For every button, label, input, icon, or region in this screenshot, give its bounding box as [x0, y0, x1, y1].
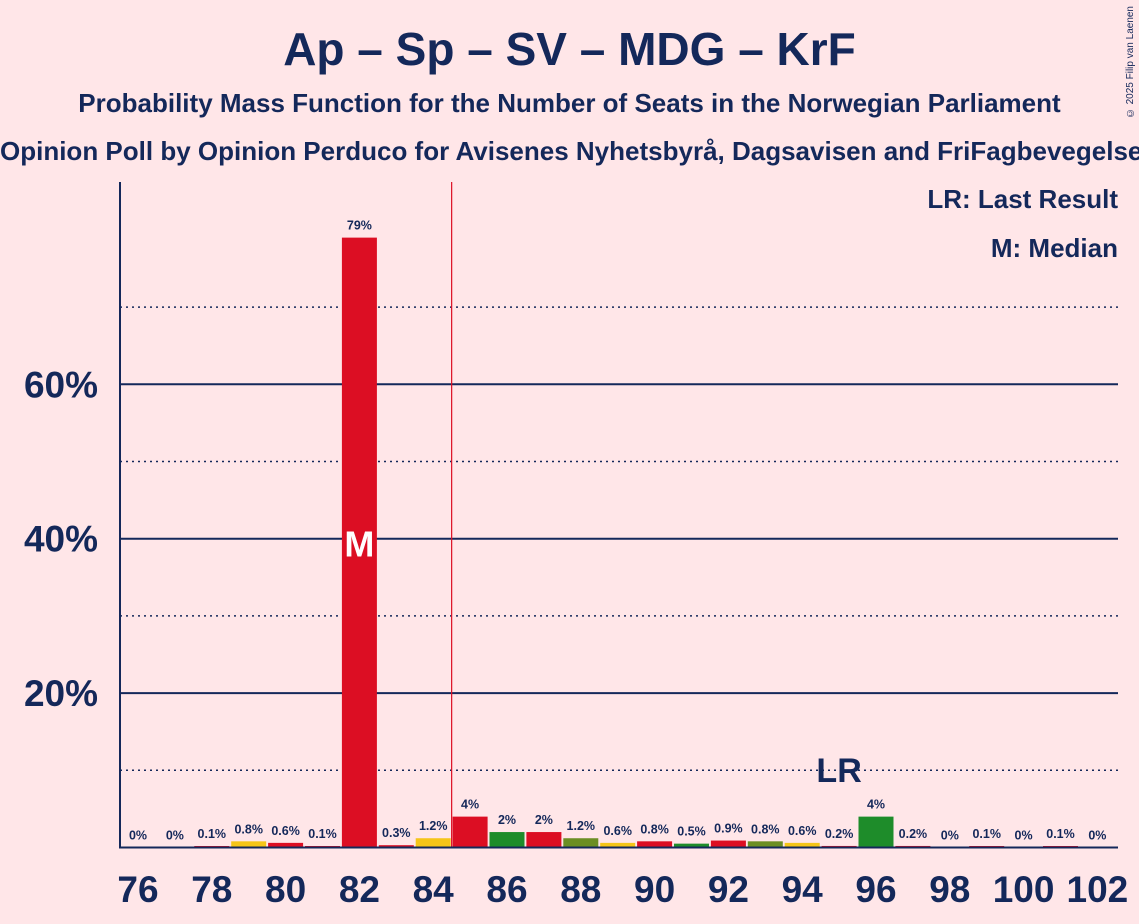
- bar-value-label: 0.8%: [640, 822, 669, 836]
- y-tick-label: 20%: [24, 673, 98, 714]
- bar-value-label: 1.2%: [567, 819, 596, 833]
- bar-value-label: 0%: [1088, 829, 1106, 843]
- bar: [637, 841, 673, 848]
- chart-title: Ap – Sp – SV – MDG – KrF: [283, 23, 856, 75]
- bar-value-label: 0%: [129, 829, 147, 843]
- bar-value-label: 0.9%: [714, 822, 743, 836]
- bar-value-label: 0.1%: [198, 827, 227, 841]
- x-tick-label: 78: [191, 869, 232, 910]
- bar-value-label: 0%: [941, 829, 959, 843]
- legend-median: M: Median: [990, 233, 1118, 263]
- x-tick-label: 84: [413, 869, 455, 910]
- bar-value-label: 1.2%: [419, 819, 448, 833]
- bar: [526, 832, 562, 848]
- bar: [674, 843, 709, 848]
- bar-value-label: 2%: [535, 813, 553, 827]
- bar-value-label: 4%: [461, 798, 479, 812]
- x-tick-label: 102: [1067, 869, 1129, 910]
- chart-subtitle: Probability Mass Function for the Number…: [78, 88, 1061, 118]
- bar: [784, 842, 820, 848]
- bar: [341, 237, 377, 848]
- bar-value-label: 0.5%: [677, 825, 706, 839]
- x-tick-label: 96: [855, 869, 896, 910]
- bar-value-label: 0.8%: [234, 822, 263, 836]
- bar-value-label: 0.6%: [788, 824, 817, 838]
- bar-value-label: 0.2%: [899, 827, 928, 841]
- x-tick-label: 86: [486, 869, 527, 910]
- bar-value-label: 0.6%: [603, 824, 632, 838]
- x-tick-label: 82: [339, 869, 380, 910]
- bar-value-label: 0%: [166, 829, 184, 843]
- x-tick-label: 94: [782, 869, 824, 910]
- y-tick-label: 60%: [24, 364, 98, 405]
- last-result-marker: LR: [816, 752, 861, 790]
- bar: [415, 838, 451, 848]
- bar-value-label: 2%: [498, 813, 516, 827]
- bar: [858, 816, 894, 848]
- y-tick-label: 40%: [24, 519, 98, 560]
- x-tick-label: 92: [708, 869, 749, 910]
- bar-value-label: 79%: [347, 219, 372, 233]
- x-tick-label: 88: [560, 869, 601, 910]
- chart-caption: Opinion Poll by Opinion Perduco for Avis…: [0, 136, 1139, 166]
- bar-value-label: 0.6%: [271, 824, 300, 838]
- bar-value-label: 0.8%: [751, 822, 780, 836]
- bar-value-label: 0%: [1015, 829, 1033, 843]
- x-tick-label: 98: [929, 869, 970, 910]
- median-marker: M: [344, 524, 374, 565]
- bar: [600, 842, 636, 848]
- bar: [710, 840, 746, 848]
- bar-value-label: 0.1%: [1046, 827, 1075, 841]
- bar-value-label: 0.1%: [308, 827, 337, 841]
- bar: [452, 816, 488, 848]
- x-tick-label: 100: [993, 869, 1055, 910]
- x-tick-label: 76: [117, 869, 158, 910]
- bar: [563, 838, 599, 848]
- bar: [378, 845, 414, 848]
- legend-last-result: LR: Last Result: [927, 184, 1118, 214]
- bar-value-label: 0.1%: [972, 827, 1001, 841]
- bar: [231, 841, 267, 848]
- x-tick-label: 80: [265, 869, 306, 910]
- bar: [268, 842, 304, 848]
- x-tick-label: 90: [634, 869, 675, 910]
- bar-value-label: 0.2%: [825, 827, 854, 841]
- bar-value-label: 0.3%: [382, 826, 411, 840]
- bar: [489, 832, 525, 848]
- bar: [747, 841, 783, 848]
- bar-value-label: 4%: [867, 798, 885, 812]
